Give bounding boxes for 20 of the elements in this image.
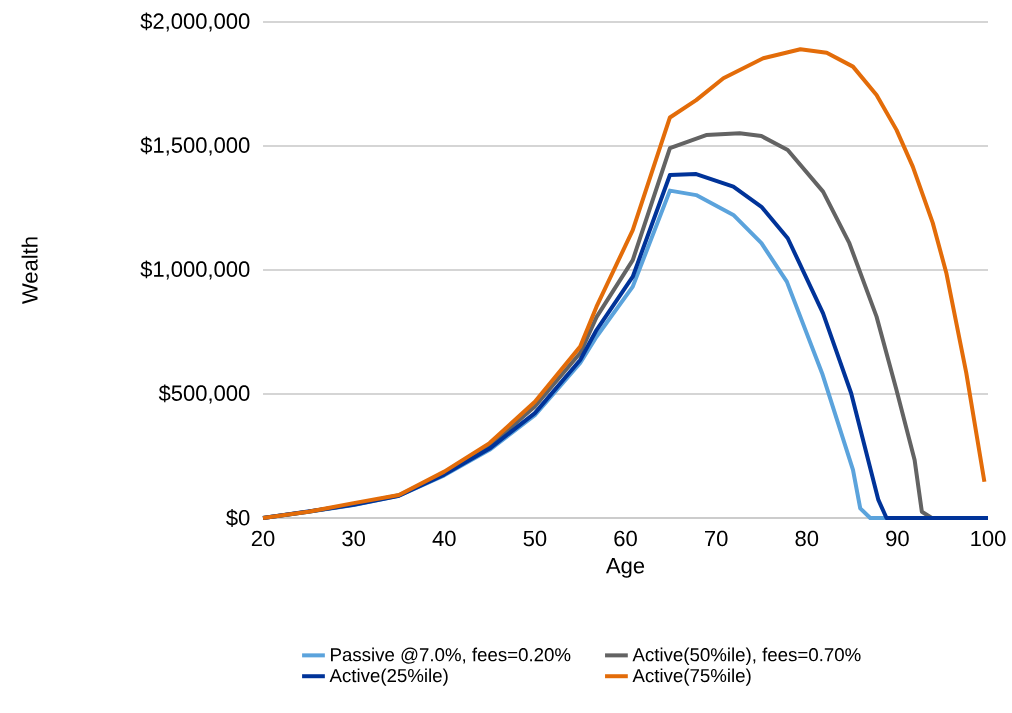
legend-label: Passive @7.0%, fees=0.20% <box>331 647 571 664</box>
legend-label: Active(50%ile), fees=0.70% <box>632 647 861 665</box>
y-tick-label: $500,000 <box>158 384 250 404</box>
y-axis-title: Wealth <box>21 237 38 304</box>
x-tick-label: 20 <box>251 530 275 547</box>
y-tick-label: $1,500,000 <box>140 136 250 156</box>
x-tick-label: 60 <box>614 530 637 547</box>
y-tick-label: $1,000,000 <box>140 260 250 280</box>
x-axis-title: Age <box>605 558 645 578</box>
x-tick-label: 90 <box>886 530 909 547</box>
x-tick-label: 40 <box>432 530 456 547</box>
x-tick-label: 100 <box>971 530 1006 547</box>
x-tick-label: 50 <box>523 530 547 547</box>
y-tick-label: $0 <box>226 509 250 527</box>
x-tick-label: 80 <box>795 530 819 547</box>
legend-label: Active(75%ile) <box>632 668 751 686</box>
x-tick-label: 30 <box>342 530 365 547</box>
x-tick-label: 70 <box>705 530 728 547</box>
legend-label: Active(25%ile) <box>329 668 448 686</box>
y-tick-label: $2,000,000 <box>140 12 250 32</box>
